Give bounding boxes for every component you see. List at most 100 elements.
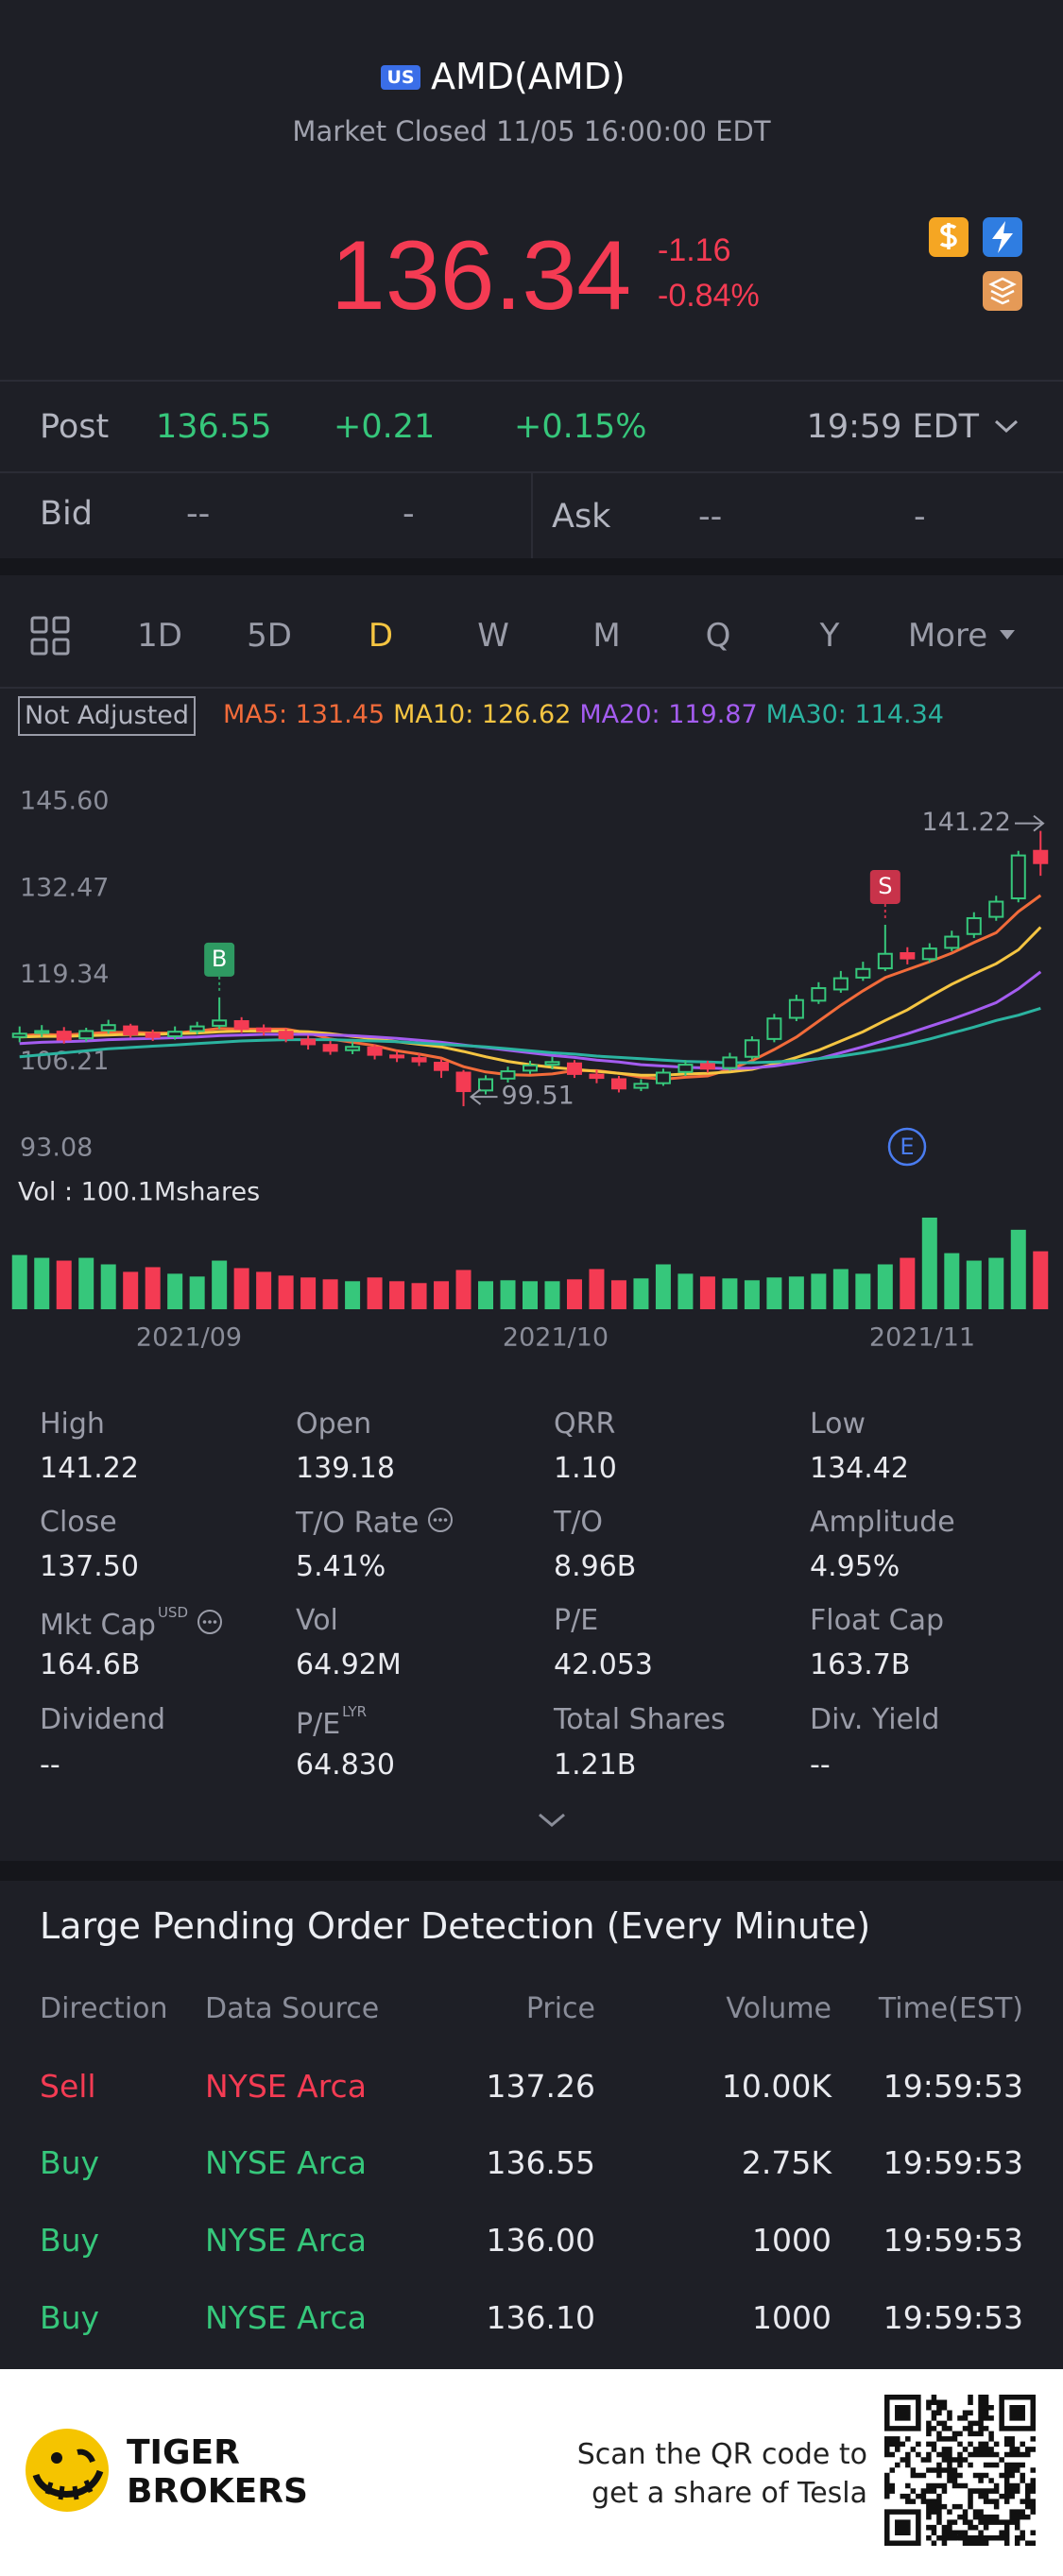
stat-label: T/O Rate	[296, 1506, 454, 1541]
period-tab[interactable]: 1D	[137, 616, 182, 655]
orders-column: Time(EST)	[878, 1992, 1023, 2025]
period-tab[interactable]: Q	[705, 616, 731, 655]
stat-label-text: QRR	[554, 1407, 616, 1441]
candle-body	[722, 1056, 738, 1069]
candle-body	[921, 947, 937, 961]
volume-bar	[855, 1273, 871, 1309]
candle-body	[900, 952, 916, 960]
volume-bar	[877, 1264, 893, 1309]
orders-column: Direction	[40, 1992, 168, 2025]
orders-title: Large Pending Order Detection (Every Min…	[40, 1905, 871, 1948]
bid-label: Bid	[40, 495, 93, 533]
tiger-logo	[26, 2429, 109, 2512]
info-icon[interactable]	[196, 1608, 224, 1636]
stat-label: P/E	[554, 1604, 598, 1638]
candle-body	[855, 967, 871, 979]
volume-bar	[256, 1271, 272, 1309]
stat-label-text: T/O Rate	[296, 1507, 420, 1540]
volume-bar	[788, 1276, 804, 1309]
volume-bar	[900, 1257, 916, 1309]
volume-bar	[189, 1276, 205, 1309]
post-chevron	[994, 419, 1019, 434]
stat-label-unit: USD	[157, 1604, 188, 1621]
volume-bar	[78, 1257, 94, 1309]
stat-label: Total Shares	[554, 1703, 726, 1737]
icon-glyph	[992, 221, 1013, 253]
volume-bar	[145, 1267, 161, 1309]
section-gap	[0, 1861, 1063, 1881]
volume-bar	[167, 1273, 183, 1309]
stat-label: Mkt Cap USD	[40, 1604, 224, 1643]
event-marker	[887, 1127, 927, 1167]
volume-bar	[811, 1273, 827, 1309]
period-tab[interactable]: M	[592, 616, 621, 655]
order-volume: 10.00K	[721, 2068, 832, 2106]
candle-body	[699, 1063, 715, 1070]
volume-bar	[389, 1281, 405, 1309]
volume-bar	[300, 1277, 317, 1309]
ask-label: Ask	[552, 498, 611, 536]
period-tab[interactable]: D	[368, 616, 394, 655]
candle-body	[56, 1031, 72, 1041]
stat-value: 42.053	[554, 1648, 653, 1681]
post-price: 136.55	[156, 408, 272, 446]
ma-legend-entry: MA10: 126.62	[393, 700, 572, 729]
price-change: -1.16	[658, 231, 731, 268]
stat-label: Dividend	[40, 1703, 165, 1737]
candle-body	[167, 1031, 183, 1038]
info-icon[interactable]	[426, 1506, 454, 1534]
stat-label: Div. Yield	[810, 1703, 939, 1737]
stat-label: Close	[40, 1506, 117, 1540]
stat-value: 134.42	[810, 1452, 909, 1485]
period-tab[interactable]: W	[477, 616, 509, 655]
candle-body	[256, 1027, 272, 1032]
candle-body	[500, 1070, 516, 1080]
volume-bar	[722, 1278, 738, 1309]
volume-bar	[832, 1269, 849, 1309]
period-tab[interactable]: Y	[819, 616, 840, 655]
divider	[0, 380, 1063, 382]
divider	[0, 687, 1063, 689]
candle-body	[988, 900, 1004, 918]
candle-body	[145, 1032, 161, 1038]
chart: 145.60132.47119.34106.2193.08BSE141.2299…	[11, 787, 1049, 1353]
market-badge: US	[381, 65, 420, 90]
stat-label-text: Dividend	[40, 1703, 166, 1736]
order-volume: 1000	[752, 2222, 832, 2260]
order-source: NYSE Arca	[205, 2068, 367, 2106]
order-time: 19:59:53	[883, 2299, 1023, 2337]
candle-body	[566, 1062, 582, 1075]
candle-body	[788, 998, 804, 1019]
bid-price: --	[186, 495, 211, 533]
stat-value: --	[810, 1749, 831, 1782]
period-tab[interactable]: 5D	[247, 616, 292, 655]
stat-value: 64.830	[296, 1749, 395, 1782]
candle-body	[300, 1038, 317, 1046]
stat-label: P/E LYR	[296, 1703, 367, 1742]
stat-label: Open	[296, 1407, 371, 1442]
volume-bar	[766, 1277, 782, 1309]
stat-label: Amplitude	[810, 1506, 955, 1540]
stat-label: Low	[810, 1407, 866, 1442]
stat-value: 163.7B	[810, 1648, 911, 1681]
volume-bar	[944, 1253, 960, 1309]
icon-glyph	[988, 277, 1017, 305]
expand-chevron[interactable]	[535, 1810, 569, 1831]
volume-bar	[434, 1281, 450, 1309]
stat-label: T/O	[554, 1506, 603, 1540]
adjust-toggle[interactable]: Not Adjusted	[18, 696, 197, 736]
divider	[0, 471, 1063, 473]
stat-label-text: P/E	[296, 1708, 341, 1741]
volume-bar	[988, 1257, 1004, 1309]
stat-label-text: High	[40, 1407, 105, 1441]
stat-label-text: Open	[296, 1407, 372, 1441]
high-arrow	[1015, 814, 1045, 832]
period-tab[interactable]: More	[907, 616, 988, 655]
order-time: 19:59:53	[883, 2144, 1023, 2182]
volume-bar	[966, 1260, 982, 1309]
order-direction: Buy	[40, 2222, 100, 2260]
volume-bar	[566, 1279, 582, 1309]
volume-bar	[921, 1217, 937, 1309]
tab-grid-icon[interactable]	[30, 616, 70, 656]
